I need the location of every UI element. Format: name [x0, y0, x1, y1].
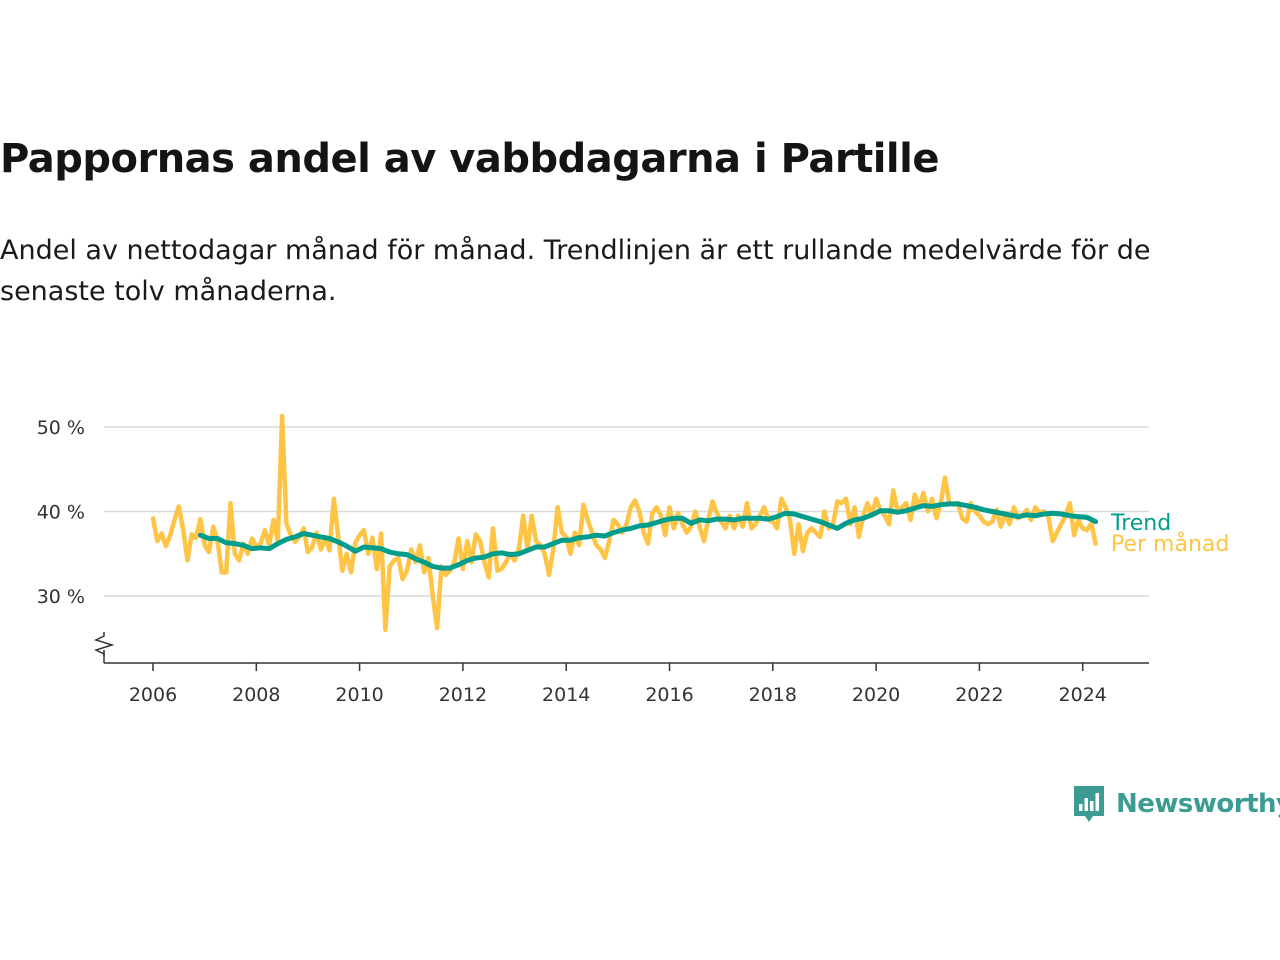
x-tick-label: 2006	[129, 684, 177, 706]
brand-logo: Newsworthy	[1072, 784, 1280, 824]
legend: Trend Per månad	[1110, 511, 1229, 557]
y-tick-label: 50 %	[37, 417, 85, 439]
series	[150, 413, 1099, 633]
x-ticks: 2006 2008 2010 2012 2014 2016 2018 2020 2022 2024	[129, 663, 1107, 706]
x-tick-label: 2018	[749, 684, 797, 706]
x-tick-label: 2010	[335, 684, 383, 706]
legend-label-monthly: Per månad	[1111, 531, 1229, 557]
y-axis-break-icon	[94, 632, 115, 656]
y-ticks: 30 % 40 % 50 %	[37, 417, 85, 608]
x-tick-label: 2022	[955, 684, 1003, 706]
brand-name: Newsworthy	[1116, 789, 1280, 819]
x-tick-label: 2008	[232, 684, 280, 706]
x-tick-label: 2020	[852, 684, 900, 706]
legend-label-trend: Trend	[1110, 511, 1171, 536]
series-line-monthly	[150, 413, 1098, 633]
x-tick-label: 2024	[1059, 684, 1107, 706]
line-chart: 2006 2008 2010 2012 2014 2016 2018 2020 2022 2024…	[37, 413, 1229, 706]
series-line-trend	[197, 501, 1099, 571]
newsworthy-logo-icon	[1074, 786, 1104, 822]
y-tick-label: 40 %	[37, 502, 85, 524]
axes	[94, 632, 1149, 664]
x-tick-label: 2012	[439, 684, 487, 706]
chart-subtitle: Andel av nettodagar månad för månad. Tre…	[0, 235, 1151, 307]
x-tick-label: 2016	[645, 684, 693, 706]
chart-title: Pappornas andel av vabbdagarna i Partill…	[0, 136, 939, 182]
x-tick-label: 2014	[542, 684, 590, 706]
y-tick-label: 30 %	[37, 586, 85, 608]
